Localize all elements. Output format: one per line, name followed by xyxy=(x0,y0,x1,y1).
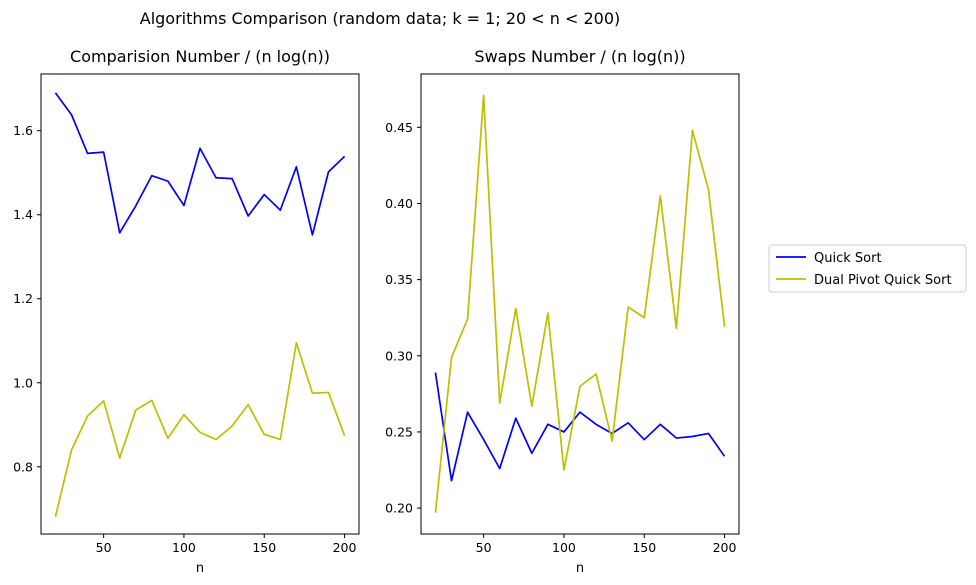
y-tick-label-comparisions: 0.8 xyxy=(13,459,33,474)
legend-label-quick-sort: Quick Sort xyxy=(814,251,882,266)
chart-swaps: Swaps Number / (n log(n)) n 50 100 150 200 0… xyxy=(385,47,740,576)
y-tick-label-swaps: 0.30 xyxy=(385,348,413,363)
series-line-swaps-dual-pivot-quick-sort xyxy=(434,94,726,513)
plot-area-comparisions: 50 100 150 200 0.8 1.0 1.2 1.4 1.6 xyxy=(13,73,360,555)
y-tick-label-comparisions: 1.4 xyxy=(13,207,33,222)
legend-label-dual-pivot: Dual Pivot Quick Sort xyxy=(814,273,952,288)
chart-comparisions: Comparision Number / (n log(n)) n 50 100 1… xyxy=(13,47,360,576)
y-tick-label-swaps: 0.20 xyxy=(385,501,413,516)
x-tick-label-comparisions: 100 xyxy=(172,540,196,555)
y-tick-label-swaps: 0.35 xyxy=(385,272,413,287)
y-tick-label-comparisions: 1.2 xyxy=(13,291,33,306)
x-axis-label-swaps: n xyxy=(576,561,584,576)
x-tick-label-swaps: 50 xyxy=(476,540,492,555)
y-tick-label-comparisions: 1.6 xyxy=(13,123,33,138)
chart-title-comparisions: Comparision Number / (n log(n)) xyxy=(70,47,330,66)
series-line-comparisions-dual-pivot-quick-sort xyxy=(54,342,346,517)
axes-frame-swaps xyxy=(420,73,740,535)
series-line-swaps-quick-sort xyxy=(434,372,726,482)
legend: Quick Sort Dual Pivot Quick Sort xyxy=(768,244,967,293)
axes-frame-comparisions xyxy=(40,73,360,535)
plot-area-swaps: 50 100 150 200 0.20 0.25 0.30 0.35 0.40 0.45 xyxy=(385,73,740,555)
figure-suptitle: Algorithms Comparison (random data; k = … xyxy=(140,9,621,28)
x-tick-label-swaps: 150 xyxy=(632,540,656,555)
chart-title-swaps: Swaps Number / (n log(n)) xyxy=(474,47,685,66)
x-tick-label-comparisions: 150 xyxy=(252,540,276,555)
x-tick-label-comparisions: 50 xyxy=(96,540,112,555)
legend-frame xyxy=(768,244,967,293)
x-tick-label-swaps: 100 xyxy=(552,540,576,555)
y-tick-label-comparisions: 1.0 xyxy=(13,375,33,390)
y-tick-label-swaps: 0.40 xyxy=(385,196,413,211)
x-axis-label-comparisions: n xyxy=(196,561,204,576)
series-line-comparisions-quick-sort xyxy=(54,92,346,236)
y-tick-label-swaps: 0.45 xyxy=(385,120,413,135)
y-tick-label-swaps: 0.25 xyxy=(385,424,413,439)
x-tick-label-swaps: 200 xyxy=(713,540,737,555)
x-tick-label-comparisions: 200 xyxy=(333,540,357,555)
